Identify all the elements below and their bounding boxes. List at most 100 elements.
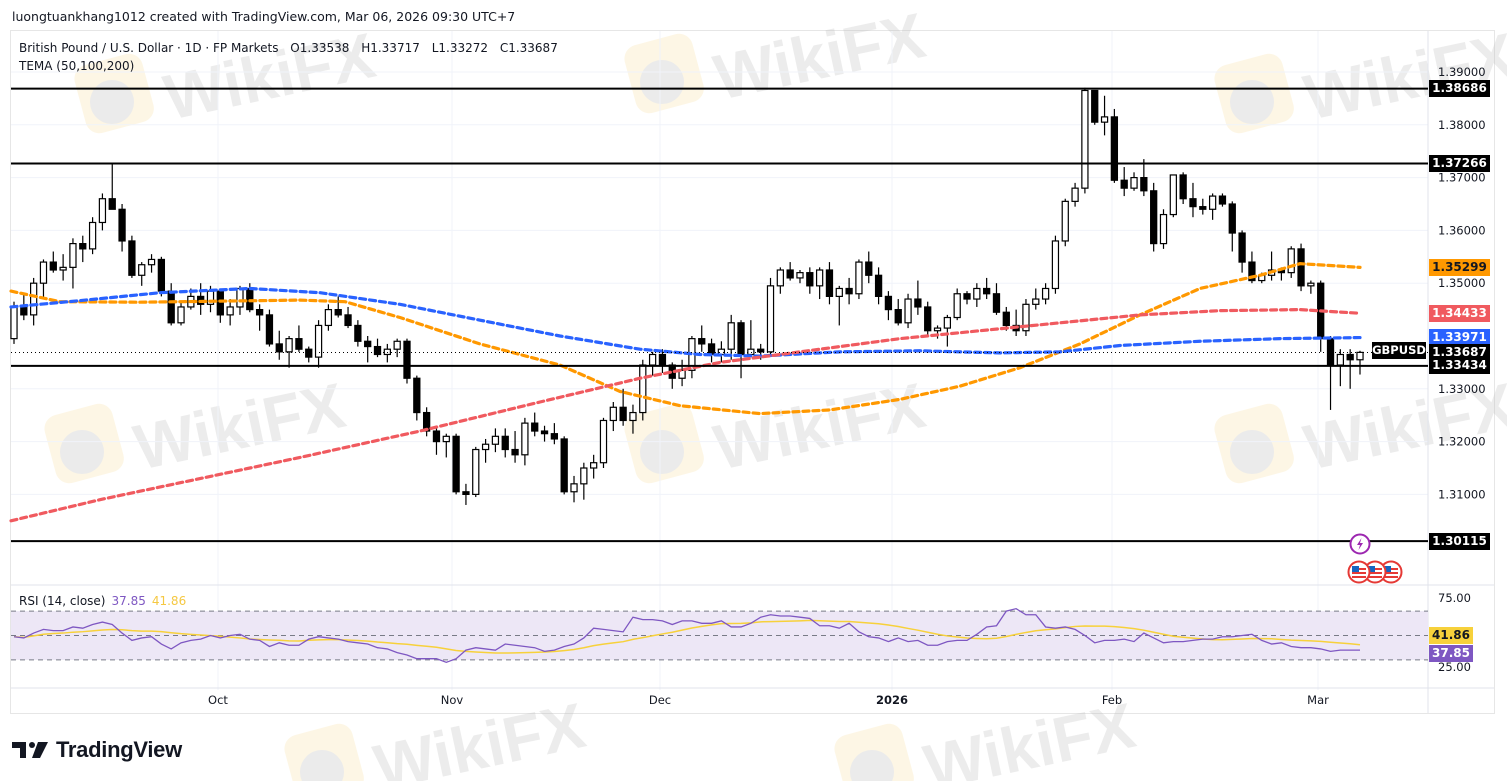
tradingview-logo[interactable]: TradingView <box>12 737 182 763</box>
candle <box>118 204 126 252</box>
candle <box>1326 336 1335 410</box>
svg-text:WikiFX: WikiFX <box>128 369 351 484</box>
candle <box>177 301 185 326</box>
svg-text:WikiFX: WikiFX <box>708 0 931 114</box>
candle <box>717 341 726 363</box>
wikifx-watermark: WikiFX <box>74 19 381 134</box>
wikifx-watermark: WikiFX <box>44 369 351 484</box>
candle <box>226 299 234 326</box>
candle <box>432 425 441 455</box>
candle <box>59 254 67 281</box>
candle <box>865 251 873 284</box>
rsi-line <box>13 607 1360 664</box>
candle <box>1110 108 1119 183</box>
candle <box>1297 243 1305 292</box>
price-tick-label: 1.38000 <box>1438 118 1486 132</box>
tema-100-tag: 1.33971 <box>1429 329 1490 347</box>
candle <box>747 320 755 358</box>
tradingview-logo-text: TradingView <box>56 737 182 762</box>
candle <box>825 262 834 305</box>
candle <box>1159 209 1168 249</box>
support-1-tag: 1.33434 <box>1429 357 1490 375</box>
time-tick-label: 2026 <box>876 693 908 707</box>
candle <box>590 454 598 479</box>
candle <box>845 277 853 305</box>
candle <box>540 425 549 442</box>
price-tick-label: 1.39000 <box>1438 65 1486 79</box>
candle <box>295 325 303 352</box>
candle <box>157 256 166 297</box>
candle <box>491 428 500 453</box>
candle <box>69 238 77 289</box>
candle <box>992 283 1001 315</box>
candle <box>88 217 97 255</box>
candle <box>1130 172 1138 191</box>
resistance-2-tag: 1.37266 <box>1429 155 1490 173</box>
candle <box>452 433 460 495</box>
candle <box>737 320 745 379</box>
tema-50-line <box>9 262 1362 416</box>
candle <box>1071 182 1079 207</box>
price-tick-label: 1.31000 <box>1438 487 1486 501</box>
candle <box>108 163 116 210</box>
candle <box>531 412 539 437</box>
candle <box>138 262 146 286</box>
price-tick-label: 1.35000 <box>1438 276 1486 290</box>
candle <box>128 235 136 278</box>
last-price-tag: 1.33687 <box>1429 344 1490 362</box>
candle <box>413 375 421 421</box>
candle <box>1091 89 1099 125</box>
candle <box>894 299 902 326</box>
candle <box>39 259 48 300</box>
time-tick-label: Dec <box>649 693 671 707</box>
candle <box>393 338 401 358</box>
candle <box>688 336 696 379</box>
candle <box>462 483 470 505</box>
candle <box>197 283 205 315</box>
candle <box>550 423 559 445</box>
candle <box>1307 280 1315 294</box>
candle <box>275 330 283 360</box>
candle <box>1041 283 1050 305</box>
candle <box>324 304 333 331</box>
candle <box>580 462 588 500</box>
candle <box>403 338 411 384</box>
symbol-description[interactable]: British Pound / U.S. Dollar · 1D · FP Ma… <box>19 41 279 55</box>
rsi-tick-label: 25.00 <box>1438 660 1471 674</box>
candle <box>265 309 274 347</box>
candle <box>1346 349 1354 389</box>
candle <box>796 270 804 284</box>
tema-100-line <box>9 286 1362 358</box>
candle <box>1081 87 1089 194</box>
candle <box>1022 299 1030 336</box>
time-tick-label: Oct <box>208 693 228 707</box>
ohlc-open: O1.33538 <box>290 41 350 55</box>
candle <box>698 325 706 352</box>
candle <box>1238 230 1246 273</box>
rsi-legend[interactable]: RSI (14, close) 37.85 41.86 <box>19 594 186 608</box>
rsi-band <box>11 611 1428 660</box>
candle <box>1356 350 1364 375</box>
candle <box>49 251 57 273</box>
time-tick-label: Nov <box>441 693 464 707</box>
price-tick-label: 1.37000 <box>1438 171 1486 185</box>
candle <box>481 438 490 463</box>
candle <box>1100 95 1109 136</box>
candle <box>314 320 323 368</box>
candle <box>953 288 961 321</box>
candle <box>501 428 509 458</box>
candle <box>1208 193 1217 220</box>
lightning-event-icon[interactable] <box>1349 533 1371 559</box>
candle <box>1199 198 1207 215</box>
indicator-legend-tema[interactable]: TEMA (50,100,200) <box>19 59 135 73</box>
candle <box>334 296 342 318</box>
candle <box>648 351 657 376</box>
svg-text:WikiFX: WikiFX <box>368 689 591 781</box>
candle <box>305 346 313 363</box>
candle <box>1179 172 1187 204</box>
time-tick-label: Mar <box>1307 693 1329 707</box>
us-flag-event-icons[interactable] <box>1347 560 1405 588</box>
candle <box>79 235 87 263</box>
candle <box>1120 167 1128 197</box>
